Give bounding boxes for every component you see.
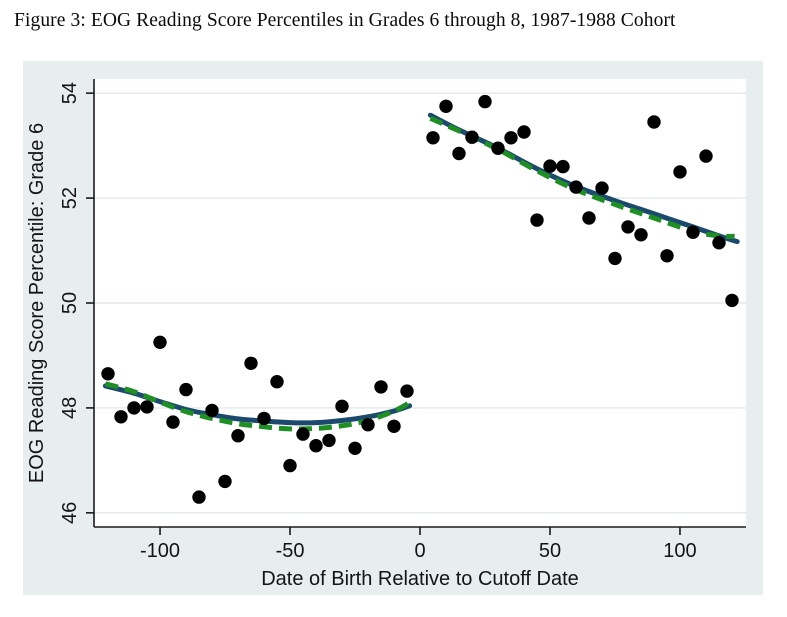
scatter-point <box>543 159 557 173</box>
x-tick-label: -50 <box>276 540 305 562</box>
chart-svg: 46 48 50 52 54 -100 -50 0 50 100 EOG Reading Score… <box>23 61 763 595</box>
y-tick-label: 50 <box>59 292 81 314</box>
y-tick-label: 54 <box>59 82 81 104</box>
scatter-point <box>634 228 648 242</box>
scatter-point <box>556 159 570 174</box>
scatter-point <box>491 141 505 155</box>
scatter-point <box>699 149 713 163</box>
scatter-point <box>725 293 739 308</box>
figure-title: Figure 3: EOG Reading Score Percentiles … <box>14 10 676 31</box>
scatter-point <box>452 146 466 161</box>
scatter-point <box>374 380 388 394</box>
x-tick-label: 100 <box>663 540 696 562</box>
scatter-point <box>595 181 609 195</box>
scatter-point <box>166 415 180 429</box>
scatter-point <box>712 236 726 250</box>
scatter-point <box>231 429 245 443</box>
scatter-point <box>244 356 258 370</box>
scatter-point <box>569 180 583 194</box>
scatter-point <box>309 439 323 453</box>
scatter-point <box>218 474 232 489</box>
scatter-point <box>361 418 375 432</box>
scatter-point <box>153 335 167 349</box>
scatter-point <box>582 211 596 225</box>
x-tick-label: 0 <box>414 540 425 562</box>
scatter-point <box>504 131 518 145</box>
scatter-point <box>205 403 219 418</box>
x-tick-label: -100 <box>140 540 180 562</box>
scatter-point <box>400 384 414 398</box>
scatter-point <box>257 411 271 426</box>
scatter-point <box>296 427 310 441</box>
y-axis-title: EOG Reading Score Percentile: Grade 6 <box>26 123 48 483</box>
scatter-point <box>192 490 206 504</box>
scatter-point <box>426 131 440 145</box>
scatter-point <box>517 125 531 139</box>
scatter-point <box>101 367 115 381</box>
scatter-point <box>530 213 544 227</box>
scatter-point <box>465 130 479 144</box>
scatter-point <box>673 165 687 179</box>
scatter-point <box>621 220 635 234</box>
y-tick-label: 52 <box>59 187 81 209</box>
y-tick-label: 46 <box>59 502 81 524</box>
scatter-point <box>127 401 141 415</box>
scatter-point <box>348 441 362 455</box>
scatter-point <box>270 375 284 389</box>
scatter-point <box>283 458 297 473</box>
scatter-point <box>439 99 453 113</box>
y-tick-label: 48 <box>59 397 81 419</box>
chart-area: 46 48 50 52 54 -100 -50 0 50 100 EOG Reading Score… <box>23 61 763 595</box>
scatter-point <box>114 410 128 424</box>
scatter-point <box>322 433 336 448</box>
scatter-point <box>647 115 661 129</box>
scatter-point <box>478 94 492 109</box>
scatter-point <box>608 251 622 266</box>
scatter-point <box>179 382 193 397</box>
x-axis-title: Date of Birth Relative to Cutoff Date <box>261 568 579 590</box>
scatter-point <box>686 225 700 239</box>
x-tick-label: 50 <box>539 540 561 562</box>
scatter-point <box>140 400 154 414</box>
scatter-point <box>335 399 349 413</box>
scatter-point <box>387 419 401 433</box>
scatter-point <box>660 249 674 263</box>
